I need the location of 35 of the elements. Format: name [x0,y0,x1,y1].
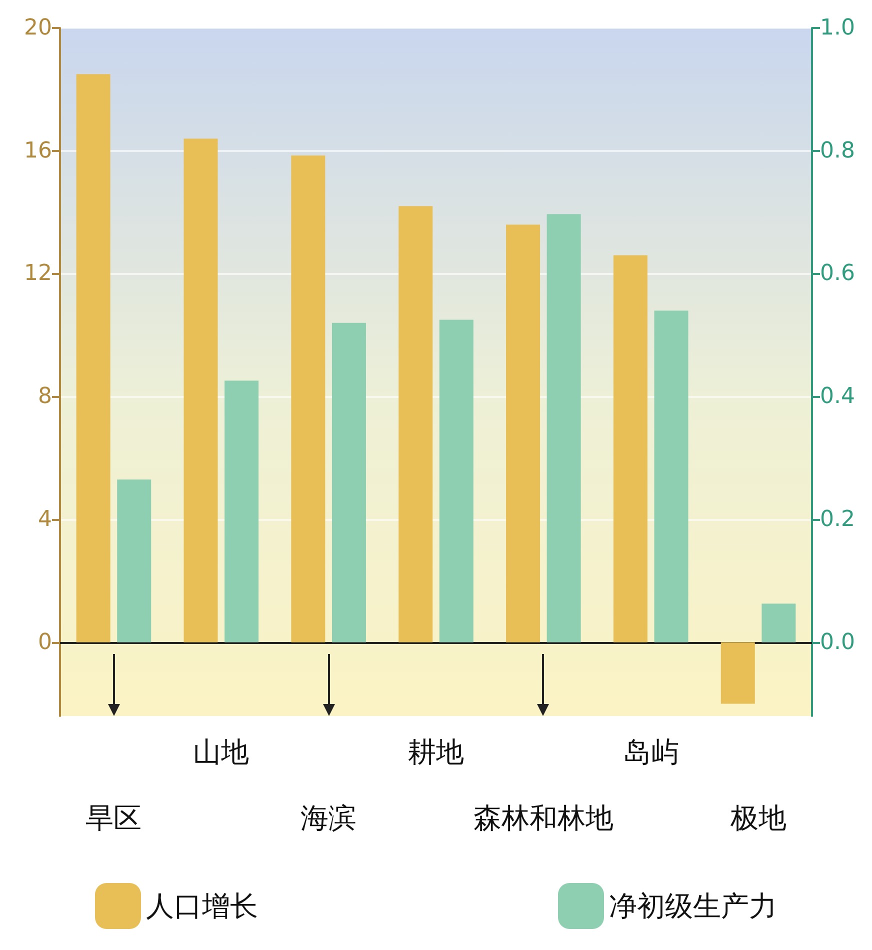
x-tick-label: 山地 [193,736,250,768]
bar [76,74,110,642]
x-tick-label: 森林和林地 [473,802,614,834]
y-tick-label: 16 [24,138,52,164]
y-tick-label: 4 [38,506,52,532]
y-tick-label: 12 [24,261,52,286]
y2-tick-label: 0.2 [820,506,855,532]
legend-label: 净初级生产力 [609,890,777,922]
bar [613,255,648,642]
x-tick-label: 岛屿 [622,736,679,768]
y2-tick-label: 1.0 [820,16,855,40]
bar [291,155,326,642]
bar [224,380,259,642]
bar [546,214,581,642]
y2-tick-label: 0.6 [820,261,855,286]
y-tick-label: 0 [38,630,52,655]
bar [398,206,433,642]
bar [654,310,688,642]
bar [720,642,755,704]
x-tick-label: 旱区 [86,802,142,834]
x-tick-label: 海滨 [300,802,357,834]
y2-tick-label: 0.8 [820,138,855,164]
bar [762,604,796,642]
bar [439,320,474,642]
y2-tick-label: 0.0 [820,630,855,655]
bar [184,138,218,642]
x-tick-label: 耕地 [408,736,464,768]
bar [506,224,540,642]
bar [117,480,152,642]
y2-tick-label: 0.4 [820,384,855,410]
legend-label: 人口增长 [146,890,258,922]
y-tick-label: 8 [38,384,52,410]
bar [332,322,366,642]
x-tick-label: 极地 [729,802,786,834]
y-tick-label: 20 [24,16,52,40]
